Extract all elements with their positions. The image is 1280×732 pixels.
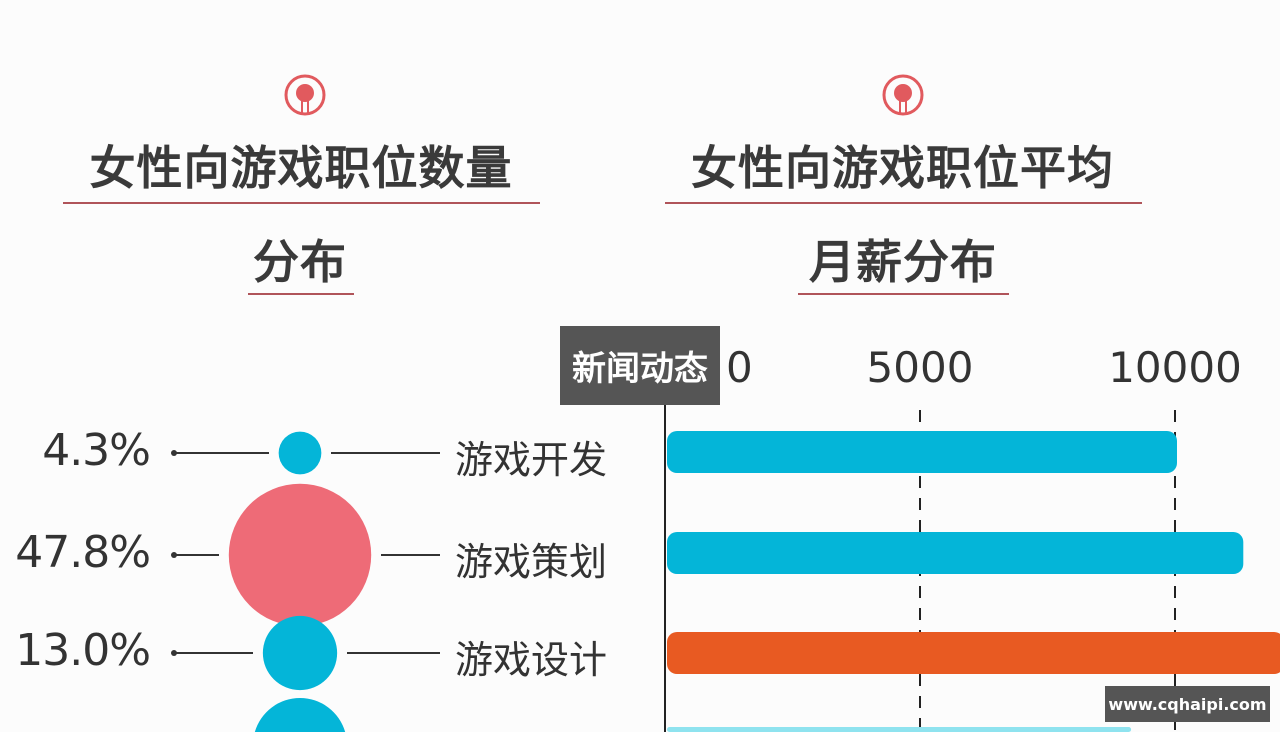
bubble bbox=[262, 615, 338, 691]
x-tick-label: 5000 bbox=[866, 343, 974, 392]
bar bbox=[667, 727, 1132, 732]
bubble-chart bbox=[228, 431, 372, 732]
leader-dot bbox=[171, 650, 177, 656]
percent-label: 4.3% bbox=[42, 425, 151, 476]
location-pin-icon bbox=[882, 74, 924, 116]
bubble bbox=[278, 431, 322, 475]
left-title-underline bbox=[63, 202, 540, 204]
x-tick-label: 0 bbox=[726, 343, 753, 392]
leader-line bbox=[331, 452, 440, 454]
left-title-underline2 bbox=[248, 293, 354, 295]
leader-line bbox=[381, 554, 440, 556]
percent-label: 13.0% bbox=[15, 625, 151, 676]
bubble bbox=[254, 698, 346, 732]
bar bbox=[667, 431, 1177, 473]
leader-dot bbox=[171, 450, 177, 456]
category-label: 游戏开发 bbox=[455, 438, 608, 482]
percent-label: 47.8% bbox=[15, 527, 151, 578]
leader-dot bbox=[171, 552, 177, 558]
leader-line bbox=[347, 652, 440, 654]
left-title-line2: 分布 bbox=[253, 235, 347, 289]
x-tick-label: 10000 bbox=[1108, 343, 1242, 392]
category-label: 游戏设计 bbox=[455, 638, 608, 682]
right-title-underline bbox=[665, 202, 1142, 204]
watermark: www.cqhaipi.com bbox=[1105, 686, 1270, 722]
category-label: 游戏策划 bbox=[455, 540, 608, 584]
right-title-line2: 月薪分布 bbox=[809, 235, 997, 289]
bar bbox=[667, 532, 1244, 574]
bubble bbox=[228, 483, 372, 627]
bar-chart bbox=[664, 400, 1280, 732]
leader-line bbox=[175, 652, 253, 654]
right-title-line1: 女性向游戏职位平均 bbox=[691, 141, 1114, 195]
leader-line bbox=[175, 452, 269, 454]
right-title-underline2 bbox=[798, 293, 1009, 295]
location-pin-icon bbox=[284, 74, 326, 116]
bar bbox=[667, 632, 1280, 674]
leader-line bbox=[175, 554, 219, 556]
left-title-line1: 女性向游戏职位数量 bbox=[89, 141, 513, 195]
news-overlay-label[interactable]: 新闻动态 bbox=[560, 326, 720, 405]
